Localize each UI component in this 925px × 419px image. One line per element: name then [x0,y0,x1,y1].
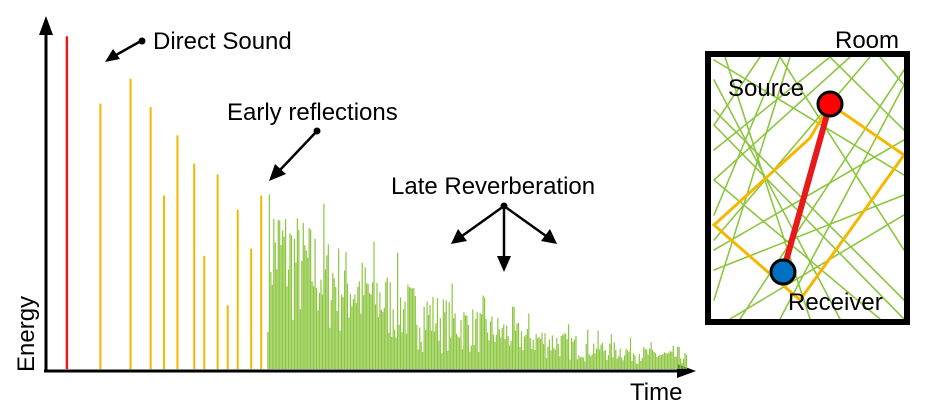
room-ray-paths [711,57,904,319]
source-marker [816,90,844,118]
impulse-response-bars [65,36,688,369]
direct-sound-pointer-arrow [105,37,146,62]
room-outline [705,51,910,325]
early-reflections-pointer-arrow [269,127,321,181]
late-reflection-rays [712,57,904,319]
energy-axis-label: Energy [13,296,40,372]
y-axis-arrowhead [39,16,53,35]
late-reverberation-pointer-arrows [451,202,557,272]
time-axis-label: Time [630,379,682,406]
room-label: Room [835,27,899,54]
early-reflections-label: Early reflections [227,99,398,126]
receiver-marker [769,258,797,286]
direct-sound-label: Direct Sound [153,28,292,55]
early-reflection-path [711,102,904,303]
direct-path-line [780,101,833,275]
late-reverberation-label: Late Reverberation [391,173,595,200]
receiver-label: Receiver [788,289,883,316]
source-label: Source [728,75,804,102]
plot-axes [39,16,696,378]
